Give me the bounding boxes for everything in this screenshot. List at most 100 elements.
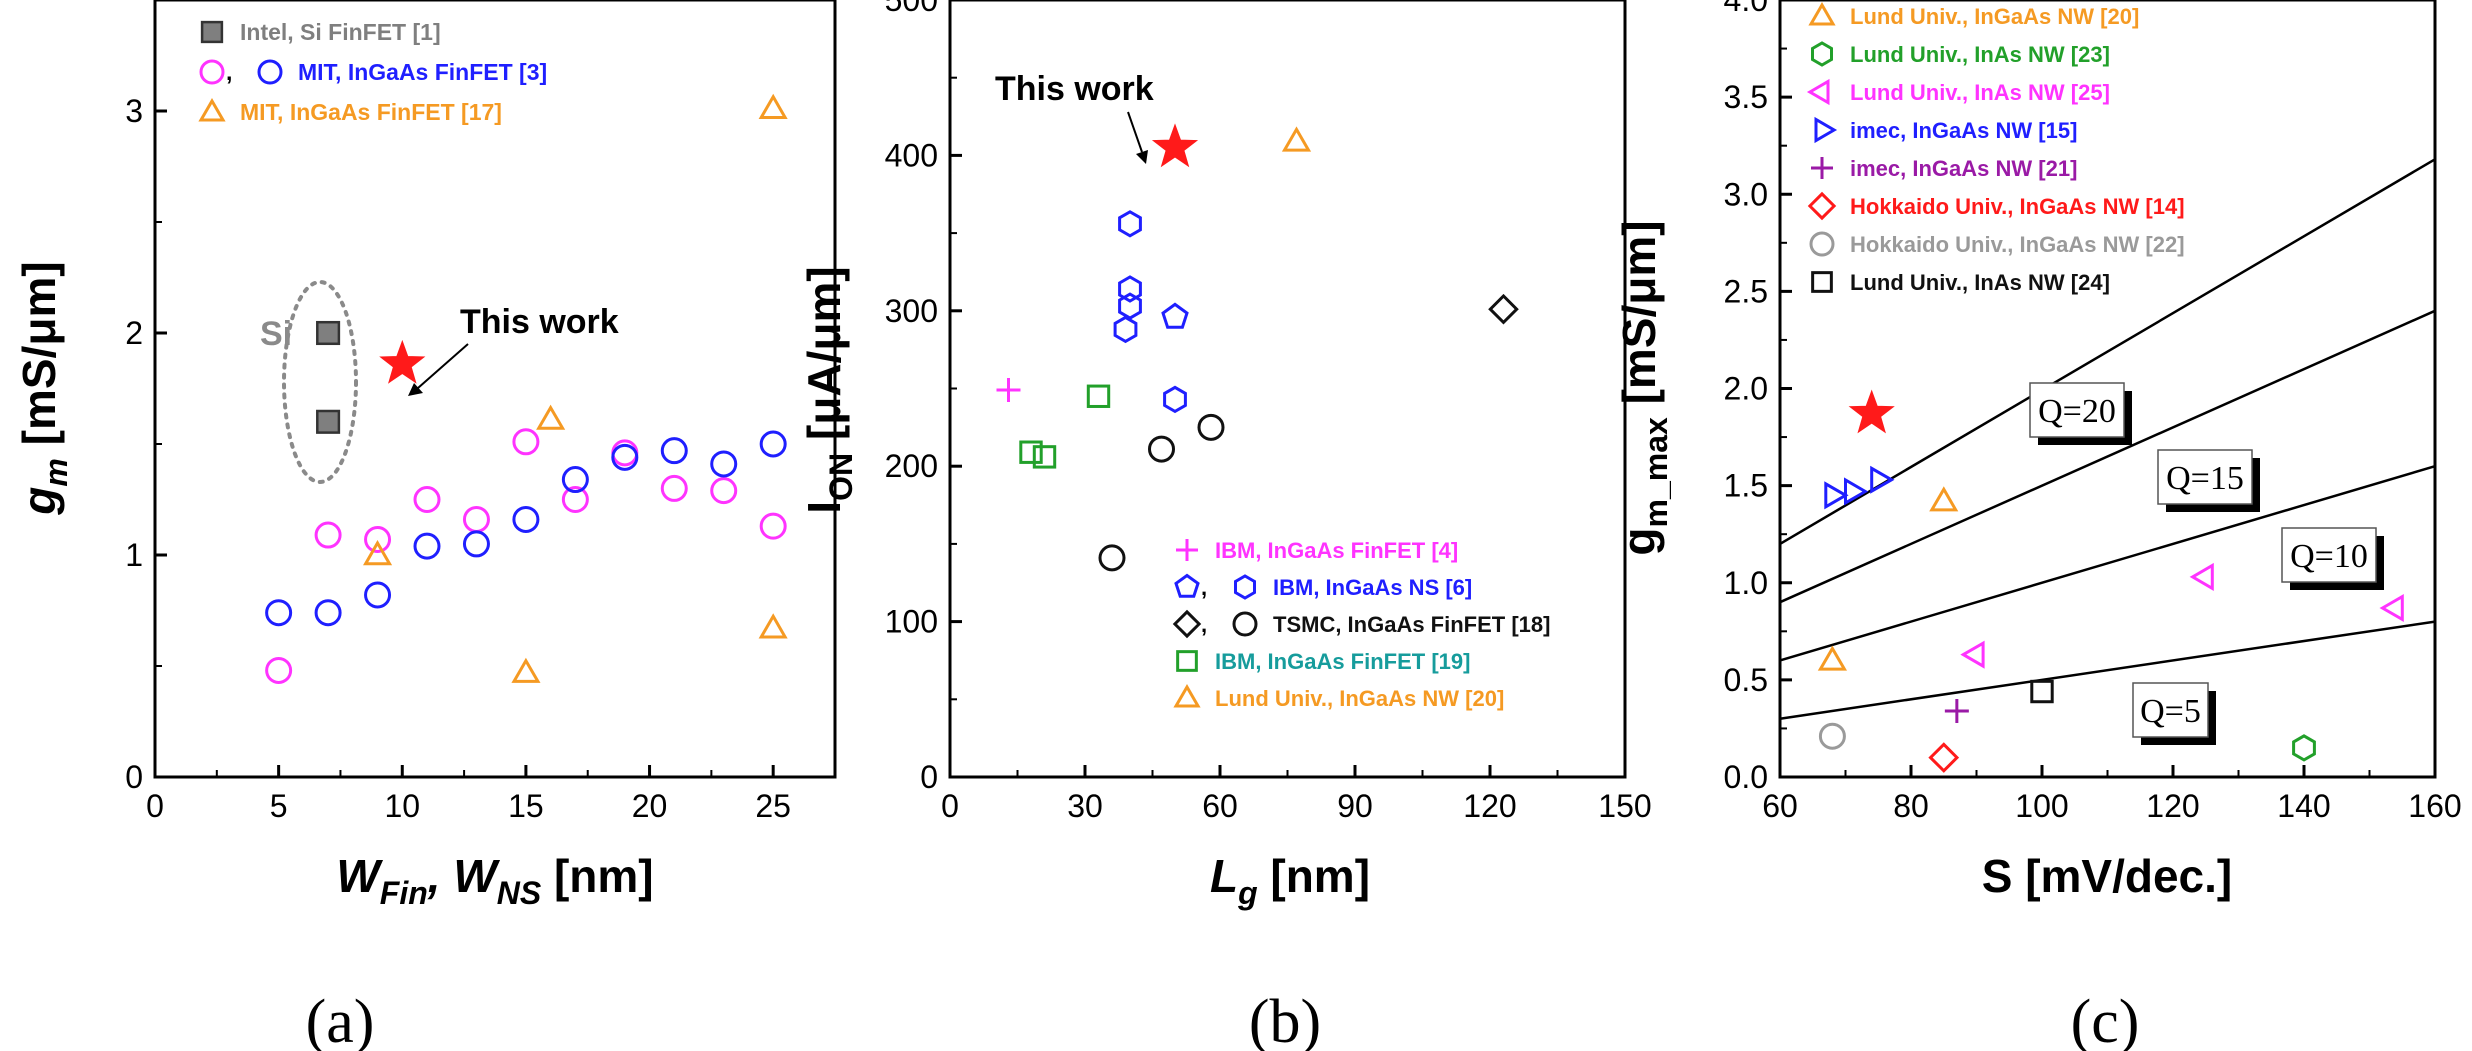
x-tick-label: 25	[755, 788, 791, 824]
a-this-work-arrow	[417, 343, 469, 389]
legend-symbol	[1809, 231, 1835, 257]
si-group-ellipse	[282, 280, 358, 484]
caption-c: (c)	[2071, 988, 2140, 1051]
y-tick-label: 3.5	[1724, 79, 1768, 115]
data-point	[2030, 679, 2054, 704]
legend-symbol	[1814, 116, 1838, 144]
panel-b: 0 30 60 90 120 150 0 100 200 300 400 500 ION [μA/μm…	[798, 0, 1652, 1051]
x-tick-label: 100	[2015, 788, 2068, 824]
b-this-work-label: This work	[995, 70, 1154, 108]
y-tick-label: 0	[920, 759, 938, 795]
legend-label: TSMC, InGaAs FinFET [18]	[1273, 612, 1550, 637]
data-point	[536, 404, 566, 430]
panel-c-plot: Q=20 Q=15 Q=10 Q=5	[1779, 158, 2436, 773]
legend-label: IBM, InGaAs FinFET [4]	[1215, 538, 1458, 563]
legend-symbol	[1806, 78, 1830, 106]
data-point	[2292, 734, 2316, 762]
data-point	[1817, 645, 1848, 671]
data-point	[710, 450, 738, 478]
data-point	[1928, 742, 1960, 773]
legend-label: Lund Univ., InAs NW [25]	[1850, 80, 2110, 105]
data-point	[758, 613, 788, 639]
y-tick-label: 4.0	[1724, 0, 1768, 18]
x-tick-label: 90	[1337, 788, 1373, 824]
legend-symbol	[199, 59, 225, 85]
legend-symbol	[1811, 41, 1833, 67]
data-point	[1148, 435, 1175, 463]
y-tick-label: 400	[885, 137, 938, 173]
data-point	[364, 525, 392, 553]
data-point	[1019, 440, 1043, 464]
svg-text:ION [μA/μm]: ION [μA/μm]	[798, 266, 859, 513]
y-tick-label: 3	[125, 93, 143, 129]
panel-a-legend: Intel, Si FinFET [1], MIT, InGaAs FinFET …	[198, 19, 547, 125]
data-point	[710, 477, 738, 505]
caption-a: (a)	[306, 988, 375, 1051]
y-tick-label: 100	[885, 604, 938, 640]
legend-symbol	[257, 59, 283, 85]
x-tick-label: 15	[508, 788, 544, 824]
panel-a-xlabel: WFin, WNS [nm]	[336, 850, 653, 911]
panel-c-legend: Lund Univ., InGaAs NW [20] Lund Univ., In…	[1806, 2, 2185, 295]
data-point	[1488, 293, 1519, 325]
x-tick-label: 140	[2277, 788, 2330, 824]
x-tick-label: 0	[941, 788, 959, 824]
legend-label: IBM, InGaAs FinFET [19]	[1215, 649, 1470, 674]
legend-label: Lund Univ., InAs NW [24]	[1850, 270, 2110, 295]
legend-symbol	[1811, 271, 1833, 293]
data-point	[413, 486, 441, 513]
y-tick-label: 0.5	[1724, 662, 1768, 698]
x-tick-label: 120	[1463, 788, 1516, 824]
this-work-star	[1151, 123, 1199, 168]
y-tick-label: 1.5	[1724, 468, 1768, 504]
q-label-box	[2157, 449, 2253, 505]
data-point	[462, 530, 490, 558]
panel-b-ticks: 0 30 60 90 120 150 0 100 200 300 400 500	[885, 0, 1652, 824]
a-this-work-arrowhead	[408, 383, 423, 396]
legend-symbol	[1172, 609, 1202, 639]
x-tick-label: 20	[632, 788, 668, 824]
q-label-5: Q=5	[2140, 693, 2201, 730]
x-tick-label: 10	[384, 788, 420, 824]
b-this-work-arrowhead	[1136, 150, 1148, 164]
data-point	[1844, 477, 1869, 506]
data-point	[314, 521, 342, 549]
data-point	[364, 581, 392, 609]
q-label-20: Q=20	[2038, 393, 2116, 430]
y-tick-label: 2.0	[1724, 371, 1768, 407]
data-point	[1118, 275, 1142, 303]
legend-label: Lund Univ., InGaAs NW [20]	[1850, 4, 2139, 29]
x-tick-label: 30	[1067, 788, 1103, 824]
y-tick-label: 2	[125, 315, 143, 351]
q-label-box	[2029, 382, 2125, 438]
data-point	[1197, 413, 1225, 441]
data-point	[996, 378, 1021, 403]
y-tick-label: 0	[125, 759, 143, 795]
data-point	[2379, 594, 2404, 622]
panel-c-xlabel: S [mV/dec.]	[1982, 850, 2233, 902]
data-point	[1929, 486, 1959, 512]
y-tick-label: 1.0	[1724, 565, 1768, 601]
legend-label: MIT, InGaAs FinFET [3]	[298, 59, 547, 85]
b-this-work-arrow	[1127, 111, 1143, 153]
legend-symbol	[1173, 684, 1201, 708]
legend-label: Lund Univ., InAs NW [23]	[1850, 42, 2110, 67]
data-point	[660, 437, 688, 465]
panel-b-ylabel: ION [μA/μm]	[798, 266, 859, 513]
legend-symbol	[1174, 573, 1200, 598]
data-point	[1281, 126, 1312, 152]
legend-label: Hokkaido Univ., InGaAs NW [22]	[1850, 232, 2185, 257]
panel-a: 0 5 10 15 20 25 0 1 2 3 gm [mS/μm] WFin, WNS [nm]…	[13, 0, 837, 1051]
data-point	[1818, 722, 1846, 750]
y-tick-label: 3.0	[1724, 176, 1768, 212]
panel-c-ylabel: gm_max [mS/μm]	[1613, 220, 1674, 555]
legend-separator: ,	[1201, 612, 1207, 637]
data-point	[512, 428, 540, 456]
this-work-star	[379, 339, 426, 384]
data-point	[759, 512, 787, 540]
panel-c-ticks: 60 80 100 120 140 160 0.0 0.5 1.0 1.5 2.0 2.5 3.0 3.5…	[1724, 0, 2462, 824]
panel-a-frame	[153, 0, 837, 779]
panel-a-plot	[265, 93, 788, 684]
